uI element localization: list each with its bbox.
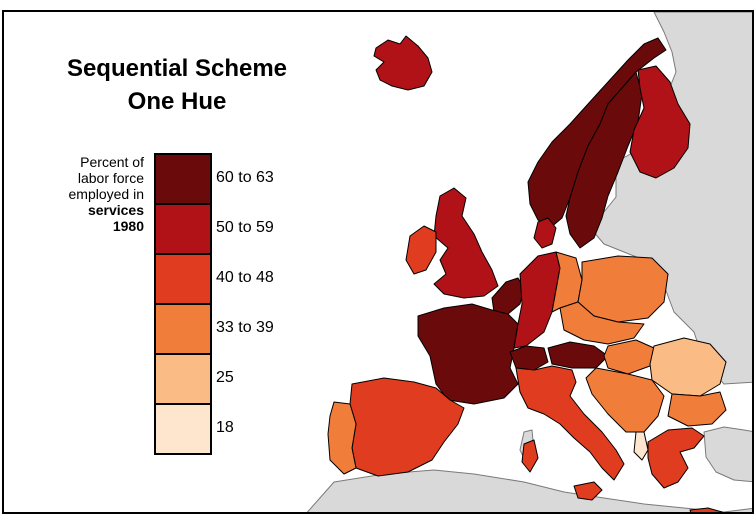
legend-label-18: 18 — [216, 419, 234, 436]
legend-swatch-33-39 — [156, 305, 210, 355]
ireland — [405, 225, 437, 275]
france — [417, 303, 519, 405]
crete — [689, 507, 723, 512]
legend-labels: 60 to 63 50 to 59 40 to 48 33 to 39 25 1… — [216, 153, 326, 453]
legend-swatch-18 — [156, 405, 210, 453]
czechoslovakia — [559, 301, 645, 345]
legend-swatch-60-63 — [156, 155, 210, 205]
bulgaria — [667, 391, 727, 427]
legend-swatch-25 — [156, 355, 210, 405]
poland — [577, 255, 669, 323]
united-kingdom — [433, 187, 499, 299]
legend-caption-line-3: employed in — [68, 186, 145, 202]
map-title: Sequential Scheme One Hue — [32, 52, 322, 118]
sardinia — [521, 439, 539, 473]
romania — [649, 337, 727, 397]
italy — [515, 365, 625, 481]
legend-swatch-50-59 — [156, 205, 210, 255]
north-africa-no-data-region — [306, 469, 752, 512]
choropleth-map — [306, 12, 752, 512]
switzerland — [509, 345, 549, 371]
greece — [647, 427, 705, 489]
turkey-no-data-region — [703, 426, 752, 483]
legend-caption-line-1: Percent of — [80, 154, 144, 170]
title-line-2: One Hue — [127, 88, 227, 115]
sicily — [573, 481, 603, 501]
legend-label-25: 25 — [216, 369, 234, 386]
legend-label-40-48: 40 to 48 — [216, 269, 274, 286]
title-line-1: Sequential Scheme — [66, 55, 288, 82]
albania — [633, 431, 649, 461]
legend-swatch-40-48 — [156, 255, 210, 305]
map-frame: Sequential Scheme One Hue Percent of lab… — [2, 10, 754, 514]
west-germany — [513, 251, 561, 349]
legend-label-60-63: 60 to 63 — [216, 169, 274, 186]
denmark — [533, 217, 557, 249]
legend-label-33-39: 33 to 39 — [216, 319, 274, 336]
finland — [629, 65, 691, 179]
legend-caption-line-5: 1980 — [112, 218, 144, 234]
legend-caption-line-4: services — [87, 202, 144, 218]
austria — [547, 341, 609, 369]
legend-caption-line-2: labor force — [77, 170, 144, 186]
legend-label-50-59: 50 to 59 — [216, 219, 274, 236]
legend-swatches — [154, 153, 212, 455]
portugal — [327, 401, 357, 475]
legend-caption: Percent of labor force employed in servi… — [22, 154, 145, 234]
iceland — [373, 35, 433, 91]
hungary — [603, 339, 655, 375]
